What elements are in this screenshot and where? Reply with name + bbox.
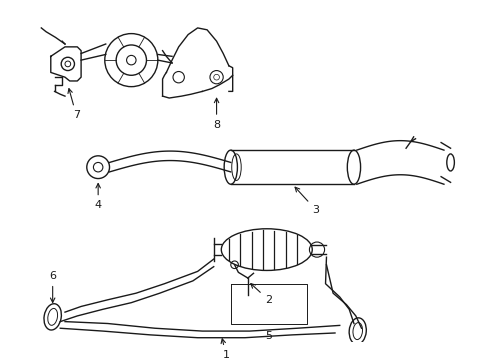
Text: 1: 1 <box>221 339 229 360</box>
Text: 8: 8 <box>213 98 220 130</box>
Text: 3: 3 <box>295 187 319 215</box>
Text: 6: 6 <box>49 271 56 302</box>
Text: 5: 5 <box>265 331 272 341</box>
Text: 2: 2 <box>251 284 272 305</box>
Text: 4: 4 <box>95 184 102 210</box>
Text: 7: 7 <box>68 89 80 120</box>
